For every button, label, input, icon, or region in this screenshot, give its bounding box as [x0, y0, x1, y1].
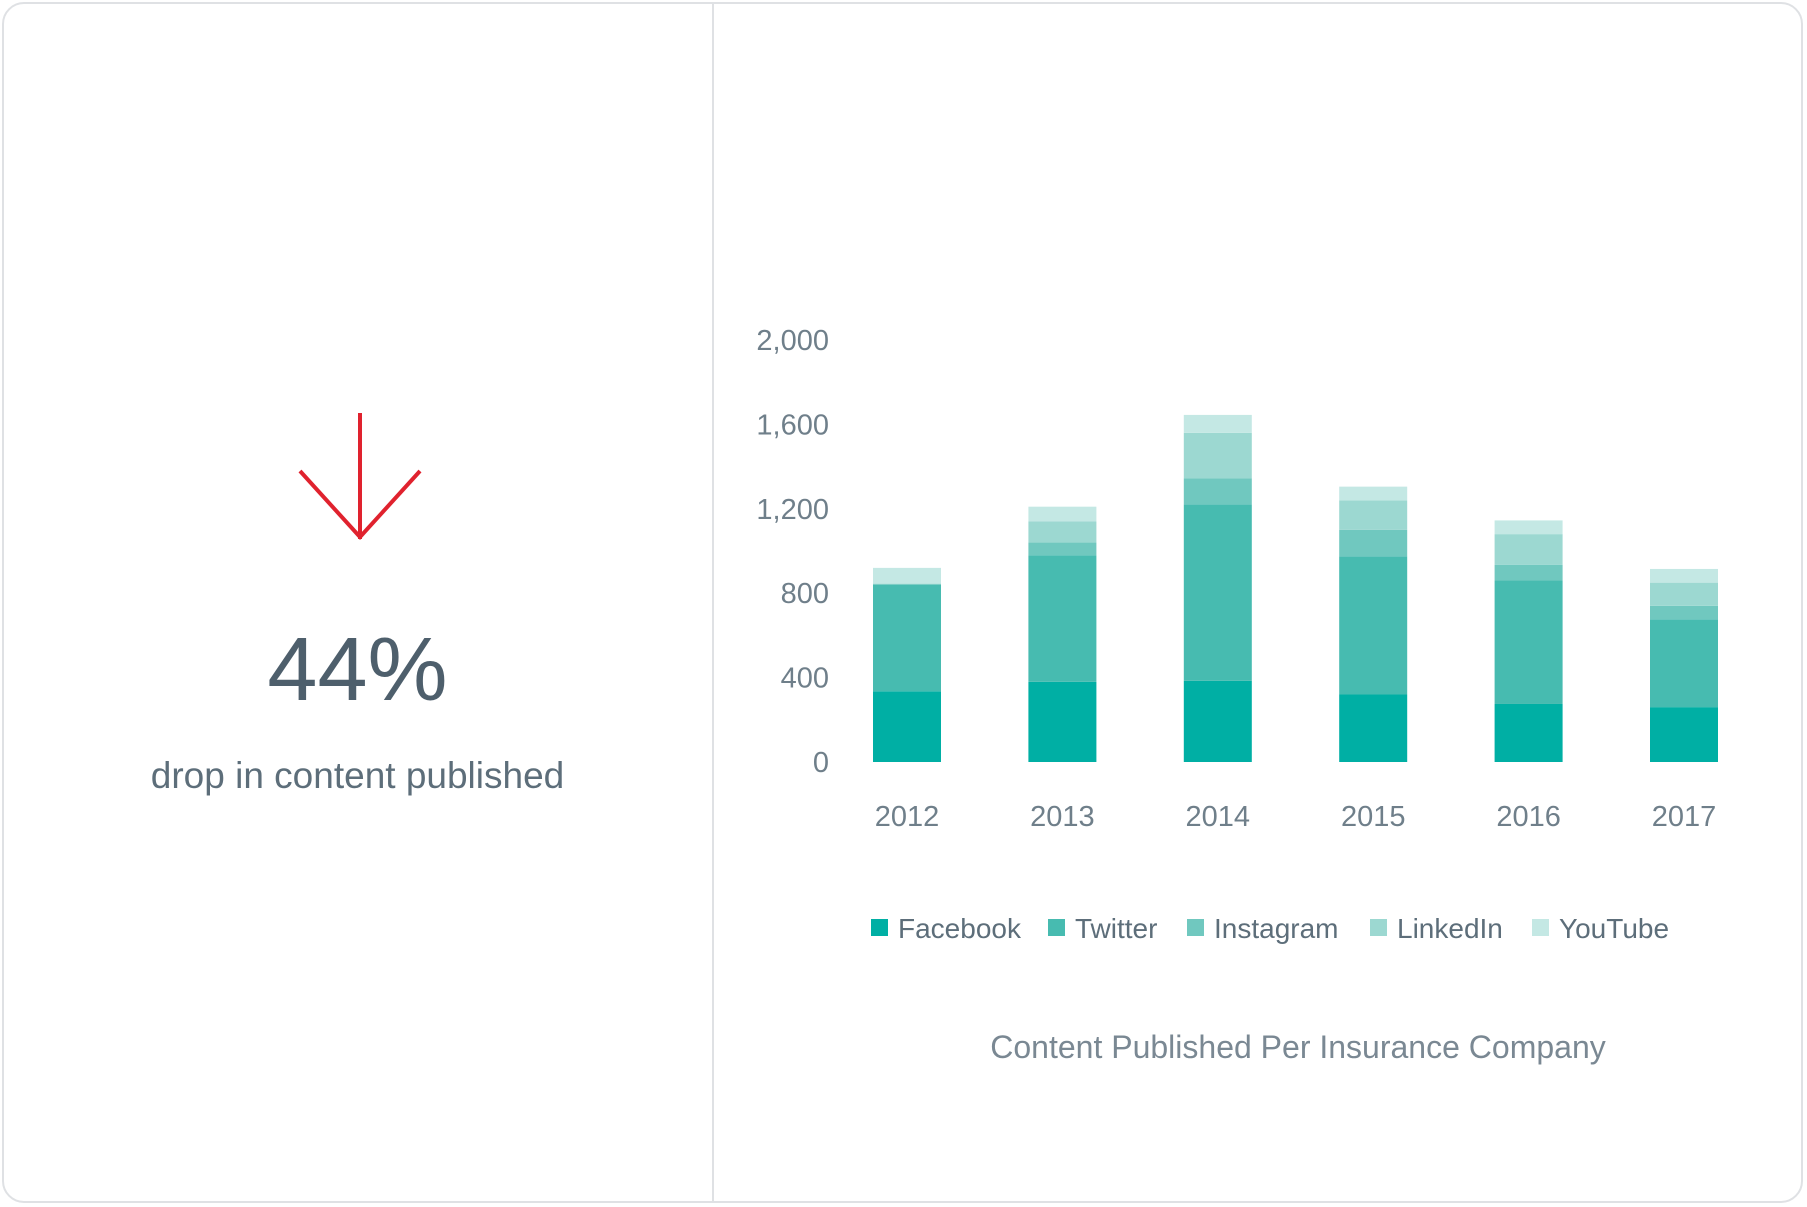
legend-item-facebook: Facebook	[871, 913, 1022, 944]
bar-segment-twitter-2012	[873, 584, 941, 692]
x-tick-label: 2013	[1030, 801, 1095, 833]
bar-segment-facebook-2017	[1650, 707, 1718, 762]
stat-caption: drop in content published	[150, 755, 565, 796]
y-axis: 0 400 800 1,200 1,600 2,000	[756, 325, 829, 779]
bar-segment-instagram-2015	[1339, 529, 1408, 557]
legend-swatch	[1532, 919, 1549, 936]
y-tick-label: 1,200	[756, 494, 829, 526]
y-tick-label: 800	[781, 578, 829, 610]
legend-item-linkedin: LinkedIn	[1370, 913, 1503, 944]
bar-segment-youtube-2015	[1339, 486, 1408, 501]
legend-item-instagram: Instagram	[1187, 913, 1339, 944]
x-axis: 2012 2013 2014 2015 2016 2017	[875, 801, 1717, 833]
bar-segment-instagram-2016	[1494, 564, 1563, 581]
x-tick-label: 2012	[875, 801, 940, 833]
bar-segment-twitter-2016	[1494, 580, 1563, 704]
bar-segment-youtube-2012	[873, 567, 941, 584]
x-tick-label: 2014	[1186, 801, 1251, 833]
legend-label: Twitter	[1075, 913, 1157, 944]
bar-segment-facebook-2014	[1183, 680, 1252, 762]
bar-segment-linkedin-2016	[1494, 534, 1563, 565]
y-tick-label: 0	[813, 747, 829, 779]
panel-divider	[712, 2, 714, 1201]
bar-segment-twitter-2017	[1650, 619, 1718, 708]
bar-segment-twitter-2014	[1183, 504, 1252, 681]
bar-segment-twitter-2013	[1028, 555, 1097, 682]
legend: Facebook Twitter Instagram LinkedIn YouTube	[871, 913, 1669, 944]
bar-segment-youtube-2016	[1494, 520, 1563, 535]
y-tick-label: 2,000	[756, 325, 829, 357]
bar-segment-instagram-2013	[1028, 542, 1097, 556]
x-tick-label: 2016	[1496, 801, 1561, 833]
bars	[873, 414, 1718, 762]
legend-swatch	[1370, 919, 1387, 936]
legend-swatch	[1048, 919, 1065, 936]
bar-segment-linkedin-2013	[1028, 521, 1097, 543]
bar-segment-facebook-2012	[873, 691, 941, 762]
legend-item-youtube: YouTube	[1532, 913, 1669, 944]
chart-title: Content Published Per Insurance Company	[990, 1029, 1605, 1065]
bar-segment-youtube-2017	[1650, 568, 1718, 583]
bar-segment-youtube-2013	[1028, 506, 1097, 522]
x-tick-label: 2015	[1341, 801, 1406, 833]
stat-value: 44%	[267, 620, 448, 720]
bar-segment-youtube-2014	[1183, 414, 1252, 433]
bar-segment-facebook-2015	[1339, 694, 1408, 762]
bar-segment-facebook-2013	[1028, 681, 1097, 762]
legend-label: LinkedIn	[1397, 913, 1503, 944]
x-tick-label: 2017	[1652, 801, 1717, 833]
bar-segment-linkedin-2015	[1339, 500, 1408, 530]
y-tick-label: 400	[781, 663, 829, 695]
bar-segment-twitter-2015	[1339, 556, 1408, 695]
bar-segment-linkedin-2017	[1650, 582, 1718, 606]
y-tick-label: 1,600	[756, 409, 829, 441]
bar-segment-instagram-2014	[1183, 478, 1252, 505]
legend-swatch	[871, 919, 888, 936]
bar-segment-instagram-2017	[1650, 605, 1718, 620]
legend-item-twitter: Twitter	[1048, 913, 1157, 944]
bar-segment-linkedin-2014	[1183, 432, 1252, 479]
arrow-down-icon	[298, 413, 422, 540]
legend-label: Instagram	[1214, 913, 1339, 944]
legend-swatch	[1187, 919, 1204, 936]
bar-segment-facebook-2016	[1494, 703, 1563, 762]
legend-label: YouTube	[1559, 913, 1669, 944]
bar-segment-instagram-2012	[873, 583, 941, 585]
legend-label: Facebook	[898, 913, 1022, 944]
